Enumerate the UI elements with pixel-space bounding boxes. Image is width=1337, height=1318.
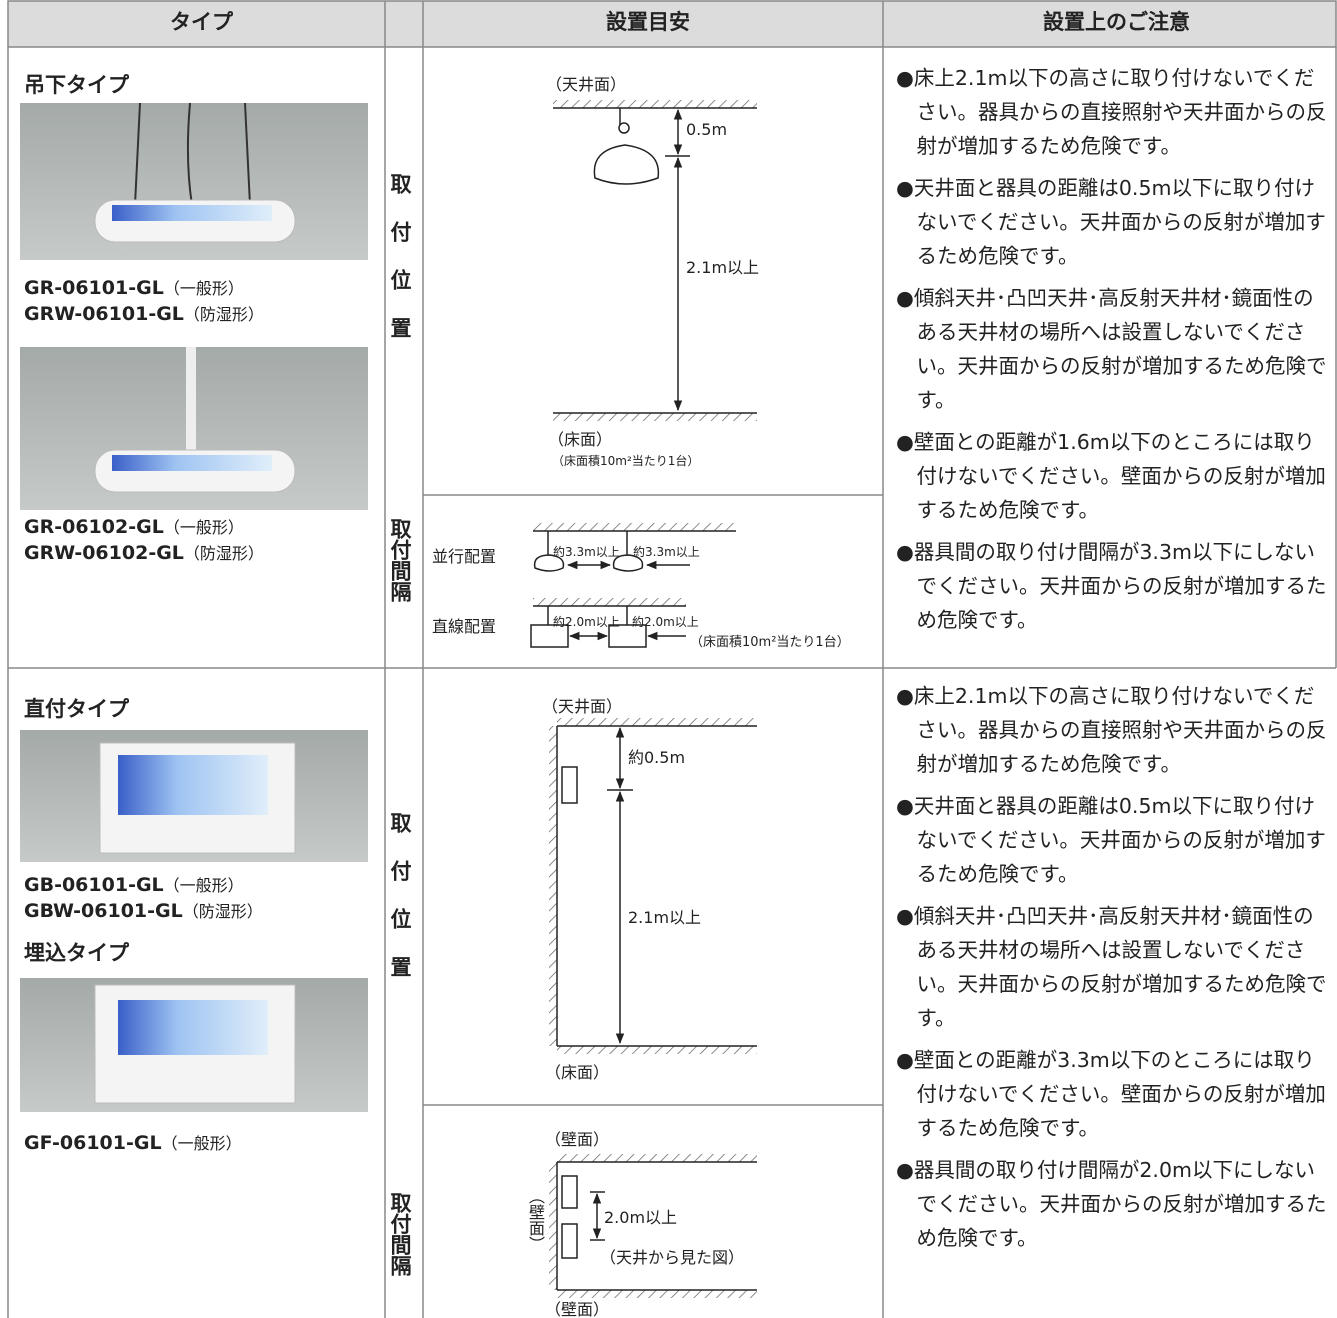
model-code: GB-06101-GL [24, 874, 164, 896]
diagram-label: （床面） [548, 430, 613, 449]
shape [549, 1162, 557, 1290]
type-title: 埋込タイプ [24, 941, 129, 965]
note: ●器具間の取り付け間隔が2.0m以下にしないでください。天井面からの反射が増加す… [896, 1158, 1327, 1250]
note: ●天井面と器具の距離は0.5m以下に取り付けないでください。天井面からの反射が増… [896, 176, 1326, 268]
shape [608, 624, 647, 648]
diagram-label: （壁面） [545, 1130, 610, 1149]
diagram-label: （天井から見た図） [600, 1248, 745, 1267]
model-kind: （防湿形） [183, 305, 264, 324]
model-kind: （一般形） [161, 1134, 242, 1153]
model-code: GBW-06101-GL [24, 900, 183, 922]
header-cell: タイプ [170, 10, 233, 34]
shape [557, 1046, 757, 1054]
diagram-label: 約2.0m以上 [632, 615, 699, 629]
diagram-label: 約3.3m以上 [553, 545, 620, 559]
shape [612, 554, 644, 572]
diagram-label: 約2.0m以上 [553, 615, 620, 629]
notes: ●床上2.1m以下の高さに取り付けないでください。器具からの直接照射や天井面から… [896, 679, 1332, 1263]
model: GBW-06101-GL（防湿形） [24, 902, 263, 921]
shape [134, 102, 251, 206]
model: GR-06102-GL（一般形） [24, 518, 244, 537]
model-code: GF-06101-GL [24, 1132, 162, 1154]
diagram-label: 約0.5m [628, 748, 686, 767]
diagram-label: 直線配置 [432, 617, 497, 636]
shape [557, 1290, 757, 1298]
shape [553, 100, 757, 108]
note: ●天井面と器具の距離は0.5m以下に取り付けないでください。天井面からの反射が増… [896, 794, 1326, 886]
model-kind: （一般形） [163, 279, 244, 298]
shape [561, 1223, 578, 1259]
model-kind: （一般形） [163, 518, 244, 537]
shape [557, 718, 757, 726]
model-code: GR-06102-GL [24, 516, 164, 538]
model: GF-06101-GL（一般形） [24, 1134, 242, 1153]
spacing-label: 取付間隔 [388, 518, 412, 602]
note: ●床上2.1m以下の高さに取り付けないでください。器具からの直接照射や天井面から… [896, 684, 1327, 776]
header-cell: 設置目安 [606, 10, 690, 34]
note: ●傾斜天井･凸凹天井･高反射天井材･鏡面性のある天井材の場所へは設置しないでくだ… [896, 286, 1327, 412]
model-kind: （防湿形） [182, 902, 263, 921]
model-kind: （一般形） [163, 876, 244, 895]
note: ●床上2.1m以下の高さに取り付けないでください。器具からの直接照射や天井面から… [896, 66, 1327, 158]
position-label: 取付位置 [388, 812, 412, 1004]
diagram-label: 2.1m以上 [628, 908, 702, 927]
shape [553, 413, 757, 421]
model-code: GRW-06101-GL [24, 303, 184, 325]
type-title: 直付タイプ [24, 697, 129, 721]
model: GRW-06101-GL（防湿形） [24, 305, 264, 324]
diagram-note: （床面積10m²当たり1台） [690, 635, 850, 650]
diagram-label: 並行配置 [432, 547, 497, 566]
note: ●壁面との距離が1.6m以下のところには取り付けないでください。壁面からの反射が… [896, 430, 1326, 522]
shape [533, 523, 736, 531]
type-title: 吊下タイプ [24, 73, 129, 97]
model: GR-06101-GL（一般形） [24, 279, 244, 298]
diagram-label: （壁面） [545, 1300, 610, 1318]
model: GB-06101-GL（一般形） [24, 876, 244, 895]
note: ●傾斜天井･凸凹天井･高反射天井材･鏡面性のある天井材の場所へは設置しないでくだ… [896, 904, 1327, 1030]
diagram-label: （天井面） [542, 697, 623, 716]
shape [118, 1000, 268, 1055]
notes: ●床上2.1m以下の高さに取り付けないでください。器具からの直接照射や天井面から… [896, 61, 1332, 645]
diagram-label: （天井面） [546, 75, 627, 94]
shape [7, 0, 1337, 48]
shape [112, 455, 272, 471]
diagram-label: （床面） [545, 1063, 610, 1082]
shape [530, 624, 569, 648]
diagrams [530, 100, 757, 1298]
position-label: 取付位置 [388, 173, 412, 365]
table-grid [7, 0, 1337, 1318]
model-kind: （防湿形） [183, 544, 264, 563]
diagram-label: 2.0m以上 [604, 1208, 678, 1227]
shape [549, 726, 557, 1046]
model: GRW-06102-GL（防湿形） [24, 544, 264, 563]
shape [533, 554, 565, 572]
diagram-label: 約3.3m以上 [633, 545, 700, 559]
diagram-label: （壁面） [526, 1188, 545, 1252]
shape [186, 347, 196, 457]
note: ●器具間の取り付け間隔が3.3m以下にしないでください。天井面からの反射が増加す… [896, 540, 1327, 632]
diagram-note: （床面積10m²当たり1台） [552, 454, 700, 468]
shape [533, 598, 686, 606]
shape [118, 755, 268, 815]
photos [20, 102, 368, 1112]
note: ●壁面との距離が3.3m以下のところには取り付けないでください。壁面からの反射が… [896, 1048, 1326, 1140]
model-code: GRW-06102-GL [24, 542, 184, 564]
model-code: GR-06101-GL [24, 277, 164, 299]
shape [561, 1175, 578, 1209]
diagram-label: 2.1m以上 [686, 258, 760, 277]
header-cell: 設置上のご注意 [1043, 10, 1190, 34]
shape [618, 122, 630, 134]
shape [561, 766, 578, 804]
diagram-label: 0.5m [686, 120, 728, 139]
shape [593, 144, 660, 185]
shape [557, 1154, 757, 1162]
shape [112, 205, 272, 221]
spacing-label: 取付間隔 [388, 1192, 412, 1276]
